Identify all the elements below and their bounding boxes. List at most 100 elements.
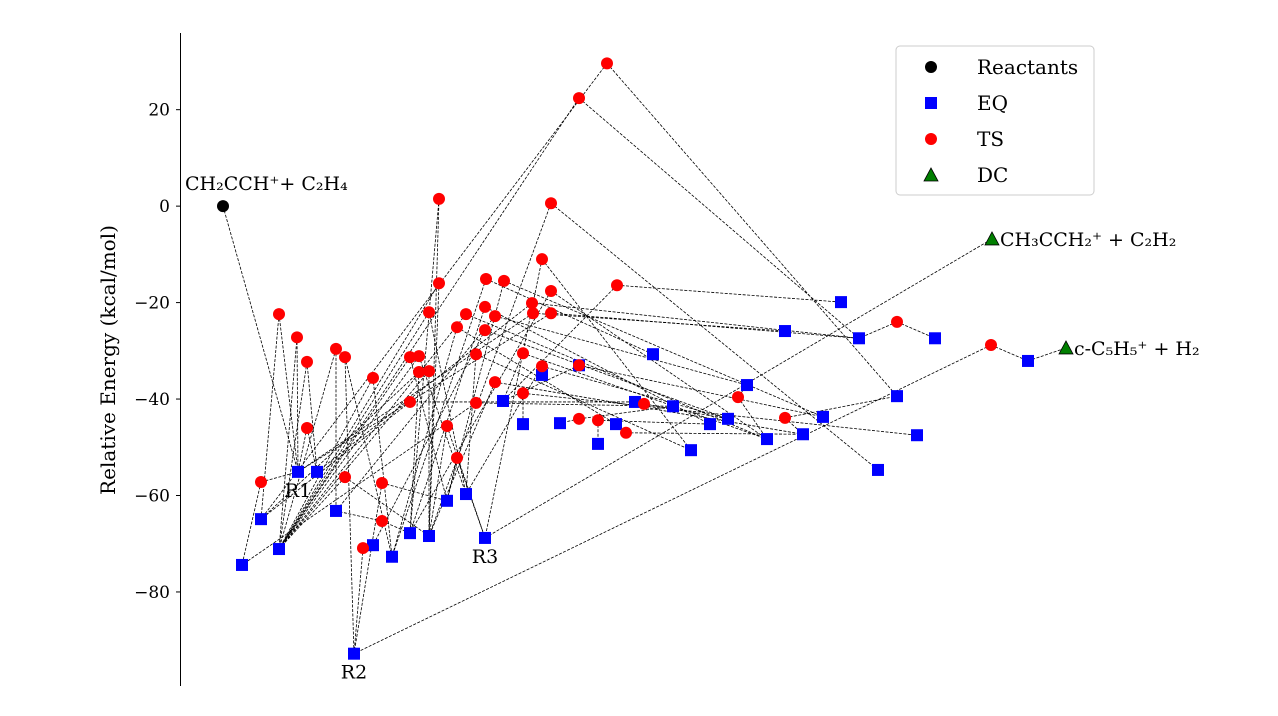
path-edge-T14-E3 — [278, 355, 420, 550]
ts-point-T23 — [451, 451, 463, 464]
ts-point-T22 — [451, 321, 463, 334]
ts-point-T51 — [779, 411, 791, 424]
path-edge-T32-E31 — [503, 280, 824, 418]
path-edge-T3-E3 — [278, 337, 298, 550]
eq-point-E36 — [911, 429, 923, 442]
path-edge-E38-D2 — [1027, 347, 1067, 362]
path-edge-T25-E24 — [475, 353, 692, 451]
path-edge-T49-E15 — [502, 364, 580, 402]
path-edge-T7-E7 — [344, 357, 355, 654]
ts-point-T33 — [517, 347, 529, 360]
legend-label-reactants: Reactants — [977, 55, 1078, 79]
ts-point-T25 — [470, 348, 482, 361]
eq-point-E21 — [629, 395, 641, 408]
path-edge-T2-E4 — [278, 314, 299, 472]
path-edge-T19-E10 — [409, 198, 440, 534]
path-edge-T22-E9 — [391, 327, 458, 557]
ts-point-T35 — [526, 297, 538, 310]
stationary-points — [217, 57, 1074, 660]
ts-point-T6 — [330, 342, 342, 355]
eq-point-E12 — [441, 494, 453, 507]
path-edge-T8-E9 — [372, 377, 393, 557]
path-edge-T1-E4 — [260, 471, 299, 483]
eq-point-E32 — [835, 296, 847, 309]
path-edge-T6-E3 — [278, 348, 337, 550]
eq-point-E5 — [311, 465, 323, 478]
ts-point-T48 — [638, 397, 650, 410]
path-edge-T27-E10 — [409, 306, 486, 534]
eq-point-E34 — [872, 463, 884, 476]
path-edge-T31-E30 — [494, 381, 804, 435]
path-edge-T12-E6 — [335, 510, 383, 522]
ts-point-T42 — [573, 92, 585, 105]
path-edge-T3-E4 — [296, 337, 299, 472]
path-edge-E14-D1 — [484, 238, 993, 539]
path-edge-T42-E33 — [578, 97, 860, 339]
path-edge-T30-E27 — [494, 315, 748, 386]
eq-point-E18 — [554, 417, 566, 430]
ts-point-T14 — [413, 350, 425, 363]
y-axis-label: Relative Energy (kcal/mol) — [96, 225, 120, 495]
eq-point-E11 — [423, 530, 435, 543]
path-edge-T8-E3 — [278, 377, 374, 550]
path-edge-T13-E3 — [278, 356, 411, 550]
y-tick-label: 0 — [159, 197, 170, 217]
ts-point-T9 — [339, 471, 351, 484]
path-edge-T33-E15 — [502, 353, 524, 402]
eq-point-E19 — [592, 437, 604, 450]
ts-point-T34 — [517, 387, 529, 400]
ts-point-T43 — [601, 57, 613, 70]
ts-point-T49 — [573, 359, 585, 372]
ts-point-T39 — [545, 285, 557, 298]
eq-point-E35 — [891, 390, 903, 403]
path-edge-T35-E5 — [316, 302, 533, 473]
path-edge-T53-E7 — [353, 344, 992, 655]
point-label-D2: c-C₅H₅⁺ + H₂ — [1074, 338, 1200, 360]
eq-point-E10 — [404, 527, 416, 540]
eq-point-E2 — [255, 513, 267, 526]
ts-point-T47 — [620, 426, 632, 439]
ts-point-T24 — [460, 308, 472, 321]
point-label-E14: R3 — [472, 546, 498, 568]
ts-point-T52 — [891, 315, 903, 328]
ts-point-T10 — [357, 542, 369, 555]
path-edge-T23-E12 — [446, 457, 458, 501]
eq-point-E31 — [817, 410, 829, 423]
ts-point-T46 — [592, 414, 604, 427]
path-edge-T7-E9 — [344, 356, 393, 557]
eq-point-E24 — [685, 444, 697, 457]
path-edge-T11-E12 — [381, 482, 448, 502]
path-edge-T21-E14 — [446, 425, 486, 539]
eq-point-E13 — [460, 488, 472, 501]
legend-label-dc: DC — [977, 163, 1008, 187]
ts-point-T40 — [545, 307, 557, 320]
path-edge-T48-E26 — [643, 403, 729, 420]
ts-point-T20 — [404, 395, 416, 408]
path-edge-T19-E11 — [428, 198, 440, 537]
legend-marker-dc — [923, 167, 939, 182]
path-edge-T5-E5 — [306, 427, 318, 472]
eq-point-E20 — [610, 418, 622, 431]
path-edge-T1-E1 — [241, 481, 262, 566]
eq-point-E33 — [853, 332, 865, 345]
path-edge-T29-E22 — [485, 278, 654, 355]
ts-point-T4 — [301, 355, 313, 368]
reactants-point-R0 — [217, 200, 229, 213]
path-edge-T28-E26 — [484, 329, 729, 420]
ts-point-T18 — [433, 277, 445, 290]
path-edge-R0-E4 — [222, 206, 299, 472]
legend-frame — [895, 45, 1095, 196]
ts-point-T17 — [423, 306, 435, 319]
eq-point-E6 — [330, 504, 342, 517]
path-edge-T4-E3 — [278, 361, 308, 550]
ts-point-T29 — [480, 272, 492, 285]
eq-point-E22 — [647, 348, 659, 361]
ts-point-T7 — [339, 351, 351, 364]
eq-point-E1 — [236, 558, 248, 571]
y-tick-label: −40 — [134, 390, 170, 410]
path-edge-T17-E3 — [278, 312, 430, 550]
legend-label-ts: TS — [977, 127, 1004, 151]
path-edge-T47-E30 — [625, 432, 804, 435]
path-edge-T39-E10 — [409, 290, 552, 534]
